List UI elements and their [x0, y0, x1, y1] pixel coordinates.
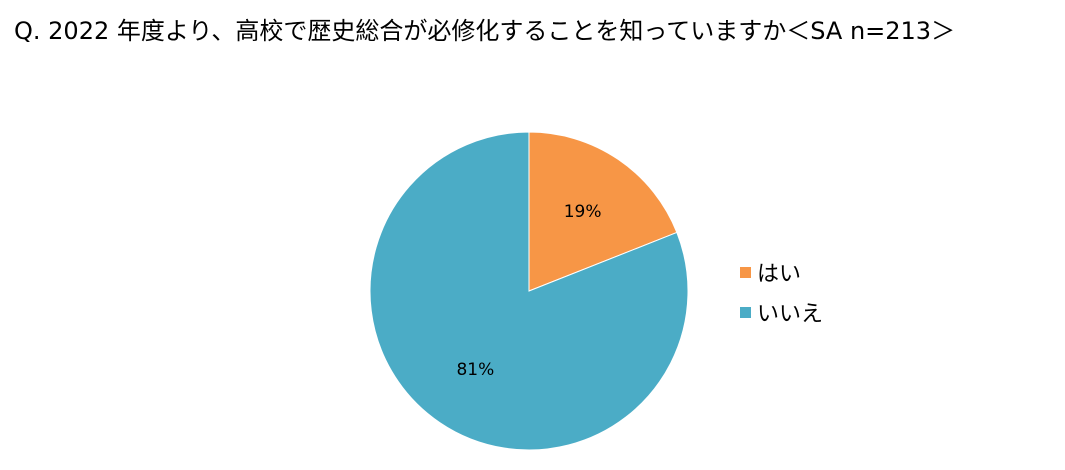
legend-label-yes: はい	[757, 262, 802, 287]
legend: はい いいえ	[740, 252, 823, 332]
legend-swatch-yes	[740, 266, 751, 278]
legend-label-no: いいえ	[757, 302, 824, 327]
legend-swatch-no	[740, 306, 751, 318]
pie-slice-yes	[528, 131, 678, 292]
data-label-yes: 19%	[564, 202, 602, 222]
pie-slice-no	[369, 131, 689, 451]
data-label-no: 81%	[456, 360, 494, 380]
legend-item-no: いいえ	[740, 292, 823, 332]
chart-title: Q. 2022 年度より、高校で歴史総合が必修化することを知っていますか＜SA …	[14, 17, 956, 45]
legend-item-yes: はい	[740, 252, 823, 292]
